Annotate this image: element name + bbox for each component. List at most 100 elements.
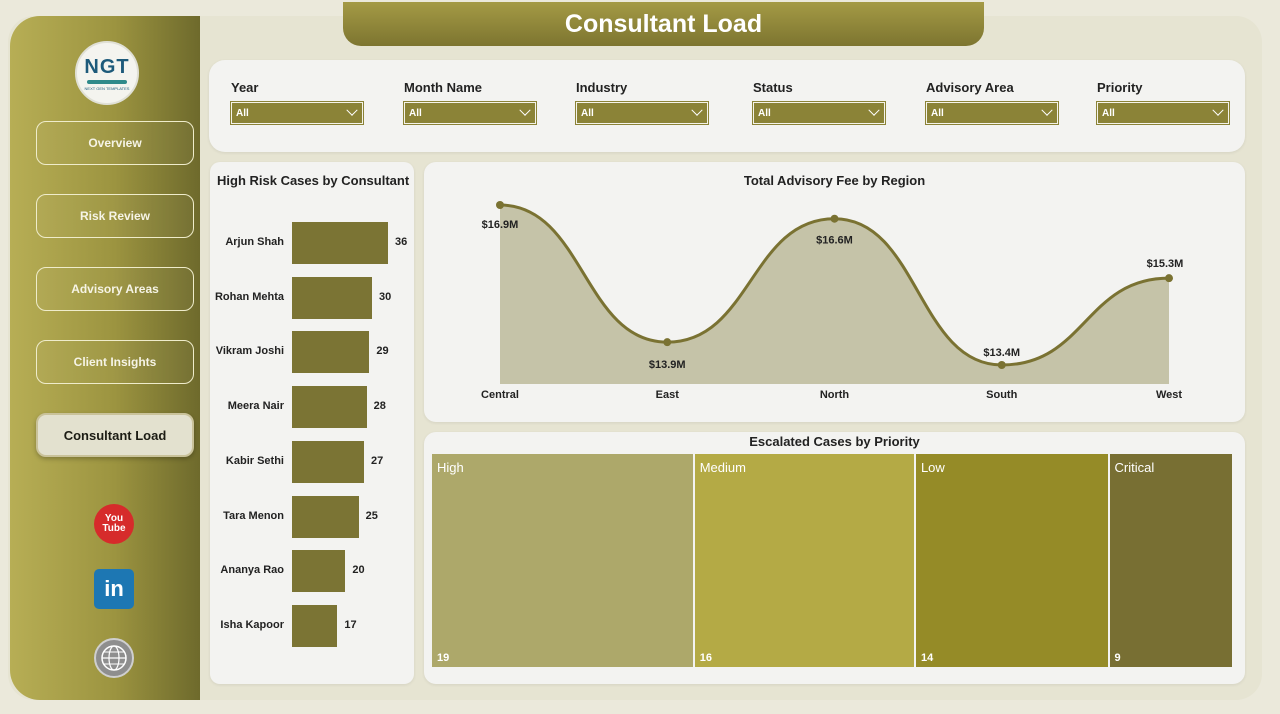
data-label: $13.4M bbox=[983, 347, 1020, 359]
area-chart-title: Total Advisory Fee by Region bbox=[743, 173, 926, 188]
data-point[interactable] bbox=[997, 361, 1006, 369]
website-globe-icon[interactable] bbox=[94, 638, 134, 678]
filter-priority-dropdown[interactable]: All bbox=[1096, 101, 1230, 125]
data-label: $16.9M bbox=[482, 219, 519, 231]
data-label: $15.3M bbox=[1147, 258, 1184, 270]
bar-row[interactable]: Meera Nair 28 bbox=[210, 386, 414, 430]
globe-icon bbox=[101, 645, 127, 671]
filter-priority: Priority All bbox=[1096, 80, 1230, 125]
area-fill bbox=[500, 205, 1169, 384]
company-logo: NGT NEXT GEN TEMPLATES bbox=[75, 41, 139, 105]
bar-value-label: 36 bbox=[395, 236, 408, 248]
data-label: $16.6M bbox=[816, 235, 853, 247]
nav-advisory-areas-button[interactable]: Advisory Areas bbox=[36, 267, 194, 311]
treemap-category-label: High bbox=[437, 460, 464, 475]
nav-client-insights-button[interactable]: Client Insights bbox=[36, 340, 194, 384]
treemap-cell[interactable]: High 19 bbox=[432, 454, 693, 667]
chevron-down-icon bbox=[346, 104, 358, 116]
bar[interactable] bbox=[292, 386, 367, 429]
filter-status-dropdown[interactable]: All bbox=[752, 101, 886, 125]
treemap-title: Escalated Cases by Priority bbox=[749, 434, 920, 449]
nav-overview-button[interactable]: Overview bbox=[36, 121, 194, 165]
chevron-down-icon bbox=[691, 104, 703, 116]
treemap-cell[interactable]: Medium 16 bbox=[694, 454, 914, 667]
bar[interactable] bbox=[292, 604, 338, 647]
sidebar: NGT NEXT GEN TEMPLATES Overview Risk Rev… bbox=[10, 16, 200, 700]
bar-row[interactable]: Vikram Joshi 29 bbox=[210, 331, 414, 375]
bar-row[interactable]: Rohan Mehta 30 bbox=[210, 276, 414, 321]
high-risk-cases-panel: High Risk Cases by Consultant Arjun Shah… bbox=[210, 162, 414, 684]
bar[interactable] bbox=[292, 331, 370, 374]
treemap-category-label: Low bbox=[920, 460, 945, 475]
filter-advisory-area-label: Advisory Area bbox=[926, 80, 1014, 95]
chevron-down-icon bbox=[519, 104, 531, 116]
filter-advisory-area-value: All bbox=[931, 107, 944, 119]
treemap-category-label: Critical bbox=[1114, 460, 1155, 475]
x-tick-label: East bbox=[656, 389, 680, 401]
filter-year-dropdown[interactable]: All bbox=[230, 101, 364, 125]
chevron-down-icon bbox=[1041, 104, 1053, 116]
bar[interactable] bbox=[292, 440, 364, 483]
data-point[interactable] bbox=[496, 201, 504, 209]
bar-row[interactable]: Ananya Rao 20 bbox=[210, 550, 414, 594]
chevron-down-icon bbox=[1212, 104, 1224, 116]
bar-value-label: 25 bbox=[365, 509, 378, 522]
filter-status: Status All bbox=[752, 80, 886, 125]
bar-row[interactable]: Kabir Sethi 27 bbox=[210, 440, 414, 485]
bar-chart: Arjun Shah 36 Rohan Mehta 30 Vikram Joshi 29 M… bbox=[210, 222, 414, 662]
bar-value-label: 27 bbox=[371, 454, 384, 467]
bar[interactable] bbox=[292, 550, 346, 593]
data-point[interactable] bbox=[663, 338, 672, 347]
bar-category-label: Kabir Sethi bbox=[225, 454, 284, 467]
bar-value-label: 20 bbox=[352, 564, 365, 577]
nav-risk-review-button[interactable]: Risk Review bbox=[36, 194, 194, 238]
filters-panel bbox=[209, 60, 1245, 152]
filter-priority-value: All bbox=[1102, 107, 1115, 119]
bar-row[interactable]: Arjun Shah 36 bbox=[210, 222, 414, 266]
filter-month-dropdown[interactable]: All bbox=[403, 101, 537, 125]
treemap-category-label: Medium bbox=[699, 460, 746, 475]
filter-month-label: Month Name bbox=[404, 80, 482, 95]
chevron-down-icon bbox=[868, 104, 880, 116]
bar-value-label: 28 bbox=[373, 400, 386, 413]
filter-industry-dropdown[interactable]: All bbox=[575, 101, 709, 125]
filter-priority-label: Priority bbox=[1097, 80, 1143, 95]
filter-industry: Industry All bbox=[575, 80, 709, 125]
area-chart: $16.9M Central $13.9M East $16.6M North $13.4M… bbox=[481, 201, 1184, 401]
filter-advisory-area: Advisory Area All bbox=[925, 80, 1059, 125]
bar-value-label: 17 bbox=[344, 618, 357, 631]
bar-row[interactable]: Isha Kapoor 17 bbox=[210, 604, 414, 649]
bar-category-label: Rohan Mehta bbox=[214, 290, 284, 303]
x-tick-label: South bbox=[986, 389, 1017, 401]
bar-category-label: Meera Nair bbox=[227, 400, 284, 413]
linkedin-icon[interactable]: in bbox=[94, 569, 134, 609]
x-tick-label: North bbox=[820, 389, 850, 401]
bar[interactable] bbox=[292, 276, 372, 319]
filter-industry-label: Industry bbox=[576, 80, 628, 95]
x-tick-label: Central bbox=[481, 389, 519, 401]
filter-year-label: Year bbox=[231, 80, 259, 95]
bar[interactable] bbox=[292, 495, 359, 538]
page-title: Consultant Load bbox=[343, 2, 984, 46]
bar-category-label: Ananya Rao bbox=[220, 564, 284, 577]
bar-chart-title: High Risk Cases by Consultant bbox=[217, 173, 410, 188]
youtube-icon[interactable]: You Tube bbox=[94, 504, 134, 544]
filter-advisory-area-dropdown[interactable]: All bbox=[925, 101, 1059, 125]
data-point[interactable] bbox=[1165, 274, 1173, 283]
x-tick-label: West bbox=[1156, 389, 1182, 401]
bar-row[interactable]: Tara Menon 25 bbox=[210, 495, 414, 540]
data-point[interactable] bbox=[830, 214, 839, 223]
nav-consultant-load-button[interactable]: Consultant Load bbox=[36, 413, 194, 457]
treemap-cell[interactable]: Low 14 bbox=[915, 454, 1108, 667]
advisory-fee-panel: Total Advisory Fee by Region $16.9M Centr… bbox=[424, 162, 1245, 422]
bar[interactable] bbox=[292, 222, 388, 264]
youtube-text-top: You bbox=[104, 513, 124, 524]
bar-category-label: Vikram Joshi bbox=[215, 345, 284, 358]
youtube-text-bottom: Tube bbox=[102, 523, 126, 534]
data-label: $13.9M bbox=[649, 359, 686, 371]
filter-year-value: All bbox=[236, 107, 249, 119]
filter-status-value: All bbox=[758, 107, 771, 119]
filter-month-value: All bbox=[409, 107, 422, 119]
treemap-value-label: 16 bbox=[699, 652, 712, 664]
treemap-cell[interactable]: Critical 9 bbox=[1109, 454, 1232, 667]
